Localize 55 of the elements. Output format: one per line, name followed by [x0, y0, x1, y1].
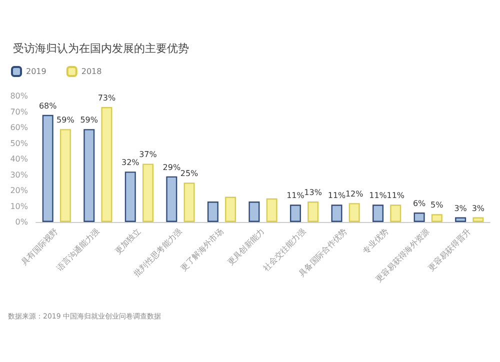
data-label: 25%	[180, 169, 199, 178]
bar	[290, 204, 301, 222]
bar	[207, 202, 218, 222]
y-tick-label: 40%	[10, 154, 28, 164]
data-label: 32%	[121, 158, 140, 168]
bar	[60, 129, 71, 222]
bar	[472, 217, 484, 222]
x-tick-label: 更加独立	[113, 226, 142, 256]
data-label: 11%	[286, 191, 305, 200]
y-tick-label: 80%	[10, 92, 28, 100]
bar	[308, 202, 319, 222]
bar	[414, 212, 425, 222]
data-label: 37%	[139, 150, 158, 160]
x-tick-label: 专业优势	[361, 226, 390, 256]
y-tick-label: 60%	[10, 123, 28, 132]
bar	[431, 214, 442, 222]
data-label: 3%	[472, 204, 485, 213]
data-label: 29%	[162, 162, 181, 172]
legend-label: 2018	[81, 67, 102, 76]
data-label: 11%	[386, 191, 405, 200]
y-tick-label: 50%	[10, 138, 28, 148]
bar	[101, 107, 112, 222]
data-label: 11%	[328, 191, 346, 200]
y-tick-label: 0%	[15, 218, 28, 226]
data-label: 59%	[56, 116, 75, 125]
bar	[142, 164, 154, 222]
bar	[348, 203, 360, 222]
bar	[84, 129, 95, 222]
data-label: 13%	[304, 188, 322, 198]
bar	[248, 202, 260, 222]
data-label: 3%	[454, 204, 468, 213]
bar	[372, 204, 384, 222]
data-label: 59%	[80, 116, 98, 125]
bar	[455, 217, 466, 222]
y-tick-label: 70%	[10, 107, 28, 116]
y-tick-label: 30%	[10, 170, 28, 180]
x-tick-label: 语言沟通能力强	[55, 226, 102, 273]
chart-title: 受访海归认为在国内发展的主要优势	[13, 42, 189, 55]
bar	[225, 196, 236, 222]
bar	[166, 176, 178, 222]
data-label: 68%	[38, 101, 58, 110]
y-tick-label: 10%	[10, 202, 28, 211]
bar	[184, 182, 195, 222]
y-tick-label: 20%	[10, 186, 28, 195]
data-label: 73%	[98, 94, 116, 103]
data-label: 6%	[412, 199, 426, 208]
bar	[124, 172, 136, 222]
legend-label: 2019	[26, 67, 46, 76]
data-label: 5%	[430, 200, 444, 210]
bar	[390, 204, 402, 222]
data-label: 12%	[345, 190, 364, 199]
data-label: 11%	[369, 191, 388, 200]
bar	[266, 198, 278, 222]
bar	[42, 114, 54, 222]
bar	[331, 204, 342, 222]
